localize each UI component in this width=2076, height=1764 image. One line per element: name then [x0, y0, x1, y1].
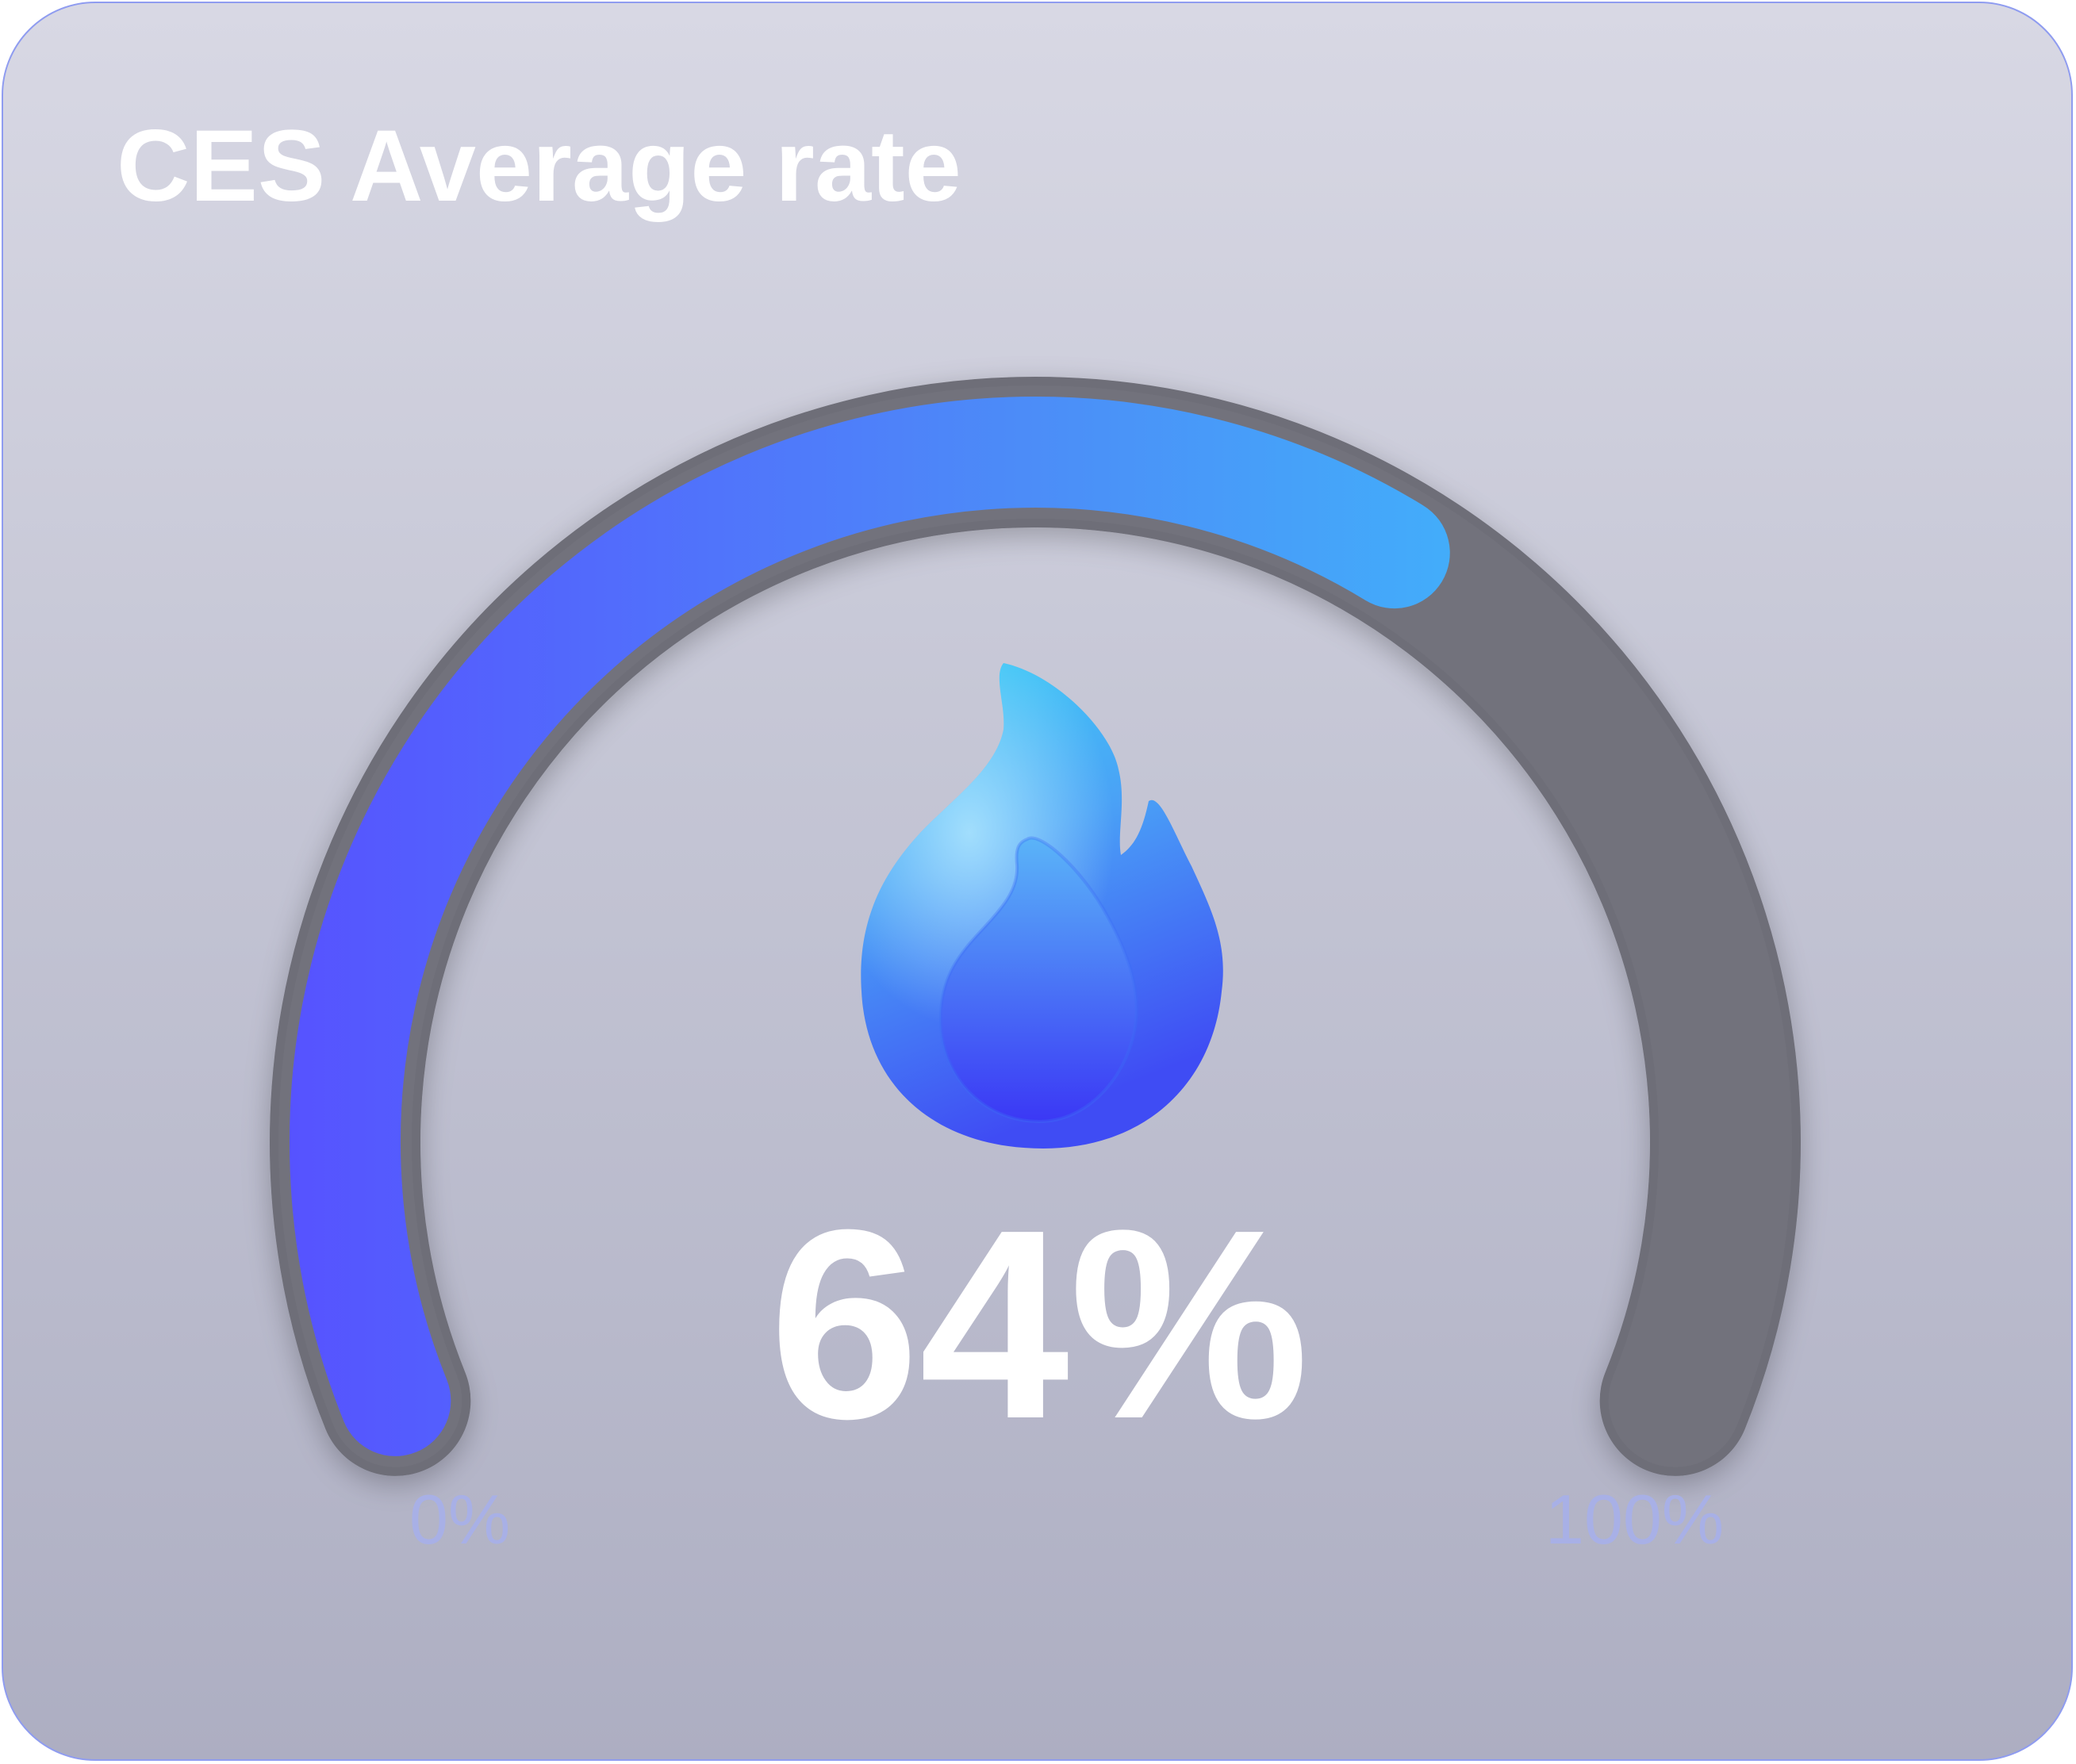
flame-inner [938, 836, 1138, 1124]
gauge-max-label: 100% [1545, 1480, 1725, 1559]
gauge-fill [290, 397, 1450, 1456]
gauge-min-label: 0% [409, 1480, 511, 1559]
card-title: CES Average rate [117, 109, 961, 223]
gauge-value: 64% [769, 1174, 1310, 1475]
flame-icon [861, 663, 1223, 1149]
